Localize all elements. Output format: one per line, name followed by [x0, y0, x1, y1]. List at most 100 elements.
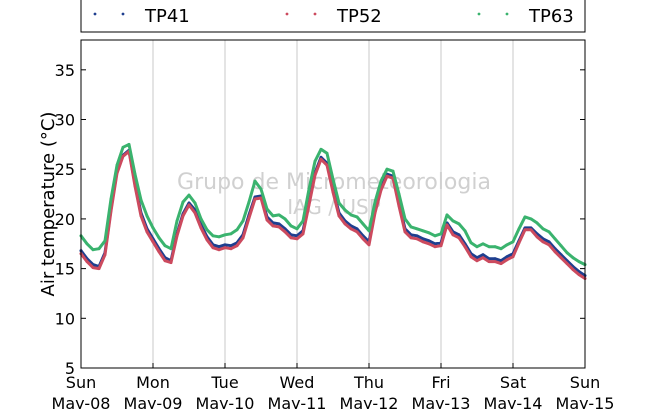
legend-marker-tp41 [121, 12, 125, 16]
data-point-tp52 [97, 267, 101, 270]
data-point-tp52 [499, 262, 503, 265]
data-point-tp41 [481, 253, 485, 257]
plot-frame [80, 39, 586, 369]
data-point-tp52 [511, 255, 515, 259]
data-point-tp63 [481, 242, 485, 246]
data-point-tp63 [445, 213, 449, 217]
data-point-tp52 [403, 230, 407, 234]
data-point-tp52 [463, 245, 467, 249]
data-point-tp63 [109, 197, 113, 201]
data-point-tp63 [247, 200, 251, 204]
data-point-tp63 [325, 151, 329, 155]
data-point-tp63 [349, 213, 353, 217]
data-point-tp63 [421, 229, 425, 233]
legend-label-tp63: TP63 [528, 6, 574, 27]
data-point-tp52 [529, 228, 533, 232]
legend-label-tp41: TP41 [144, 6, 190, 27]
data-point-tp52 [265, 218, 269, 222]
data-point-tp52 [535, 235, 539, 239]
data-point-tp63 [487, 245, 491, 249]
data-point-tp52 [445, 223, 449, 227]
data-point-tp41 [277, 222, 281, 226]
data-point-tp52 [439, 244, 443, 248]
data-point-tp63 [145, 214, 149, 218]
data-point-tp63 [547, 230, 551, 234]
data-point-tp63 [181, 200, 185, 204]
data-point-tp63 [295, 227, 299, 231]
legend-item-tp63: TP63 [477, 6, 574, 27]
data-point-tp52 [565, 262, 569, 265]
data-point-tp52 [553, 250, 557, 254]
data-point-tp63 [535, 221, 539, 225]
data-point-tp52 [253, 197, 257, 201]
x-tick-label-day: Thu [353, 373, 384, 392]
data-point-tp41 [457, 233, 461, 237]
data-point-tp52 [577, 273, 581, 276]
vertical-grid [152, 40, 514, 368]
data-point-tp41 [493, 257, 497, 261]
data-point-tp63 [415, 227, 419, 231]
data-point-tp52 [193, 211, 197, 215]
data-point-tp63 [439, 232, 443, 236]
data-point-tp63 [409, 225, 413, 229]
data-point-tp63 [97, 247, 101, 251]
data-point-tp63 [115, 163, 119, 167]
x-tick-label-date: May-14 [484, 394, 543, 409]
data-point-tp52 [181, 214, 185, 218]
legend-marker-tp41 [93, 12, 97, 16]
data-point-tp52 [325, 163, 329, 167]
data-point-tp63 [205, 228, 209, 232]
data-point-tp63 [343, 208, 347, 212]
data-point-tp52 [247, 216, 251, 220]
data-point-tp52 [277, 225, 281, 229]
data-point-tp63 [133, 172, 137, 176]
data-point-tp52 [91, 266, 95, 269]
data-point-tp63 [367, 229, 371, 233]
data-point-tp52 [331, 190, 335, 194]
data-point-tp63 [493, 245, 497, 249]
data-point-tp41 [433, 242, 437, 246]
data-point-tp63 [577, 260, 581, 263]
data-point-tp63 [559, 244, 563, 248]
data-point-tp41 [475, 256, 479, 260]
data-point-tp63 [103, 239, 107, 243]
data-point-tp63 [469, 241, 473, 245]
data-point-tp63 [259, 187, 263, 191]
data-point-tp52 [151, 240, 155, 244]
data-point-tp52 [487, 260, 491, 263]
data-point-tp63 [499, 247, 503, 251]
legend-label-tp52: TP52 [336, 6, 382, 27]
legend: TP41 TP52 TP63 [80, 0, 586, 33]
data-point-tp41 [421, 237, 425, 241]
data-point-tp41 [547, 240, 551, 244]
data-point-tp63 [187, 193, 191, 197]
y-tick-label: 15 [55, 260, 75, 279]
data-point-tp63 [511, 240, 515, 244]
data-point-tp52 [427, 242, 431, 246]
data-point-tp63 [85, 242, 89, 246]
data-point-tp52 [199, 226, 203, 230]
data-point-tp63 [151, 226, 155, 230]
data-point-tp52 [385, 174, 389, 178]
data-point-tp52 [349, 227, 353, 231]
data-point-tp63 [331, 177, 335, 181]
x-tick-label-date: May-09 [124, 394, 183, 409]
data-point-tp63 [271, 214, 275, 218]
y-tick-label: 30 [55, 111, 75, 130]
data-point-tp52 [517, 241, 521, 245]
data-point-tp52 [205, 238, 209, 242]
y-tick-label: 10 [55, 309, 75, 328]
data-point-tp41 [355, 227, 359, 231]
x-tick-label-date: May-10 [196, 394, 255, 409]
x-tick-label-date: May-13 [412, 394, 471, 409]
legend-marker-tp52 [285, 12, 289, 16]
data-point-tp63 [193, 201, 197, 205]
legend-marker-tp63 [505, 12, 509, 16]
data-point-tp63 [427, 231, 431, 235]
data-point-tp63 [541, 227, 545, 231]
legend-item-tp41: TP41 [93, 6, 190, 27]
data-point-tp52 [469, 255, 473, 259]
x-tick-label-date: May-15 [556, 394, 615, 409]
x-tick-label-day: Sat [500, 373, 526, 392]
data-point-tp52 [241, 236, 245, 240]
